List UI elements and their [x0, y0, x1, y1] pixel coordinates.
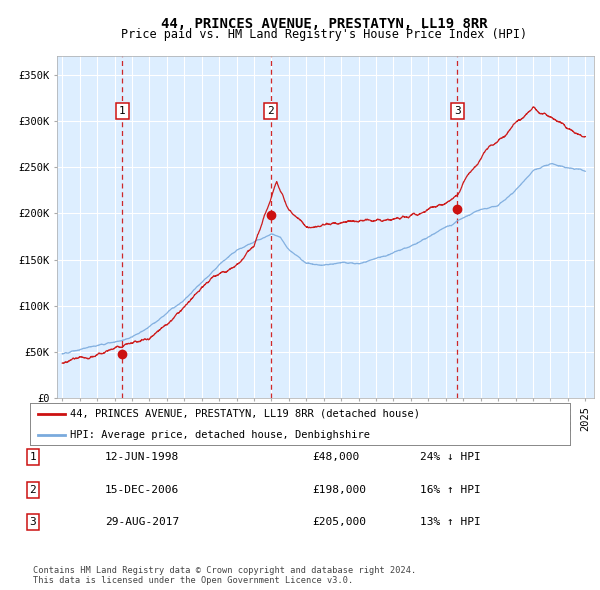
Text: 13% ↑ HPI: 13% ↑ HPI — [420, 517, 481, 527]
Text: 24% ↓ HPI: 24% ↓ HPI — [420, 453, 481, 462]
Text: 3: 3 — [29, 517, 37, 527]
Text: 1: 1 — [119, 106, 125, 116]
Text: HPI: Average price, detached house, Denbighshire: HPI: Average price, detached house, Denb… — [71, 430, 371, 440]
Text: 16% ↑ HPI: 16% ↑ HPI — [420, 485, 481, 494]
Text: 15-DEC-2006: 15-DEC-2006 — [105, 485, 179, 494]
Text: 2: 2 — [29, 485, 37, 494]
Text: £198,000: £198,000 — [312, 485, 366, 494]
Text: 12-JUN-1998: 12-JUN-1998 — [105, 453, 179, 462]
Text: 44, PRINCES AVENUE, PRESTATYN, LL19 8RR: 44, PRINCES AVENUE, PRESTATYN, LL19 8RR — [161, 17, 487, 31]
Text: Price paid vs. HM Land Registry's House Price Index (HPI): Price paid vs. HM Land Registry's House … — [121, 28, 527, 41]
Text: 29-AUG-2017: 29-AUG-2017 — [105, 517, 179, 527]
Text: Contains HM Land Registry data © Crown copyright and database right 2024.
This d: Contains HM Land Registry data © Crown c… — [33, 566, 416, 585]
Text: 1: 1 — [29, 453, 37, 462]
Text: £205,000: £205,000 — [312, 517, 366, 527]
Text: £48,000: £48,000 — [312, 453, 359, 462]
Text: 44, PRINCES AVENUE, PRESTATYN, LL19 8RR (detached house): 44, PRINCES AVENUE, PRESTATYN, LL19 8RR … — [71, 409, 421, 418]
Text: 3: 3 — [454, 106, 461, 116]
Text: 2: 2 — [268, 106, 274, 116]
